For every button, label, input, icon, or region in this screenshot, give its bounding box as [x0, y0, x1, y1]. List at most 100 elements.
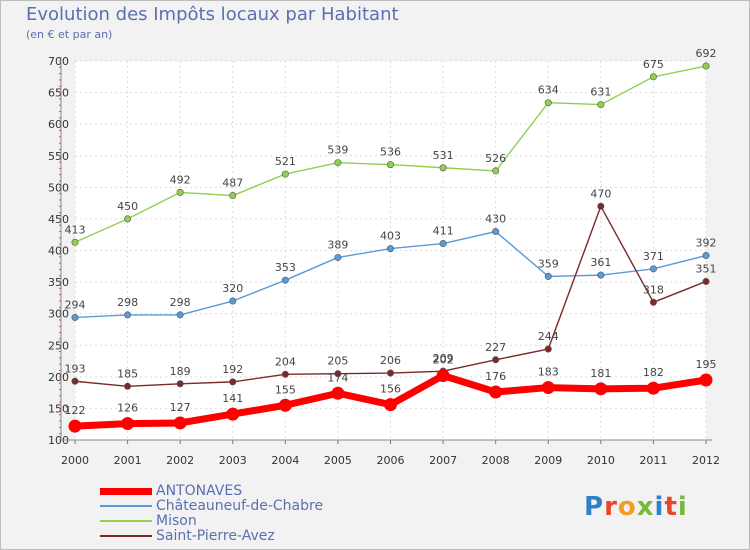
logo-letter: r [604, 492, 618, 522]
x-tick-label: 2011 [639, 454, 667, 467]
data-point [699, 373, 713, 387]
data-point [334, 253, 342, 261]
legend-swatch [100, 520, 152, 522]
data-point [71, 377, 79, 385]
legend-swatch [100, 535, 152, 537]
data-label: 389 [327, 238, 348, 251]
data-point [229, 297, 237, 305]
data-label: 536 [380, 146, 401, 159]
x-tick-label: 2000 [61, 454, 89, 467]
x-tick-label: 2012 [692, 454, 720, 467]
x-tick-label: 2010 [587, 454, 615, 467]
logo-letter: i [677, 492, 688, 522]
y-tick-label: 400 [48, 245, 69, 258]
data-label: 634 [538, 84, 559, 97]
x-tick-label: 2006 [377, 454, 405, 467]
data-point [68, 419, 82, 433]
data-label: 205 [327, 355, 348, 368]
logo-letter: o [617, 492, 637, 522]
data-point [649, 298, 657, 306]
y-tick-label: 700 [48, 55, 69, 68]
legend-swatch [100, 505, 152, 507]
data-label: 361 [590, 256, 611, 269]
data-point [226, 407, 240, 421]
data-point [121, 417, 135, 431]
data-point [281, 370, 289, 378]
data-label: 294 [65, 298, 86, 311]
data-label: 450 [117, 200, 138, 213]
data-point [597, 101, 605, 109]
y-tick-label: 300 [48, 308, 69, 321]
data-point [489, 385, 503, 399]
data-point [646, 381, 660, 395]
data-point [281, 170, 289, 178]
x-tick-label: 2008 [482, 454, 510, 467]
y-tick-label: 200 [48, 371, 69, 384]
chart-subtitle: (en € et par an) [26, 28, 113, 41]
data-label: 320 [222, 282, 243, 295]
data-label: 244 [538, 330, 559, 343]
data-label: 141 [222, 392, 243, 405]
data-label: 430 [485, 213, 506, 226]
data-label: 174 [327, 371, 348, 384]
data-label: 155 [275, 383, 296, 396]
data-point [278, 398, 292, 412]
data-point [492, 167, 500, 175]
legend-label: ANTONAVES [156, 483, 243, 499]
data-label: 193 [65, 362, 86, 375]
data-label: 539 [327, 144, 348, 157]
chart-title: Evolution des Impôts locaux par Habitant [26, 4, 399, 25]
data-label: 631 [590, 86, 611, 99]
line-chart: 100 150 200 250 300 350 400 450 500 550 600 650 700 2… [48, 47, 720, 467]
data-point [544, 99, 552, 107]
data-label: 526 [485, 152, 506, 165]
data-point [124, 215, 132, 223]
x-tick-label: 2004 [271, 454, 299, 467]
x-tick-label: 2007 [429, 454, 457, 467]
data-point [386, 245, 394, 253]
data-point [386, 161, 394, 169]
x-tick-label: 2003 [219, 454, 247, 467]
data-point [597, 202, 605, 210]
data-label: 353 [275, 261, 296, 274]
data-label: 359 [538, 257, 559, 270]
data-label: 127 [170, 401, 191, 414]
logo-letter: i [654, 492, 665, 522]
data-point [439, 240, 447, 248]
data-point [386, 369, 394, 377]
data-point [541, 381, 555, 395]
data-label: 206 [380, 354, 401, 367]
data-label: 209 [433, 352, 454, 365]
data-point [71, 313, 79, 321]
data-label: 692 [696, 47, 717, 60]
data-label: 189 [170, 365, 191, 378]
x-tick-label: 2009 [534, 454, 562, 467]
data-point [384, 398, 397, 412]
logo-letter: x [636, 492, 655, 522]
data-label: 227 [485, 341, 506, 354]
y-tick-label: 100 [48, 434, 69, 447]
y-tick-label: 550 [48, 150, 69, 163]
data-label: 181 [590, 367, 611, 380]
x-tick-label: 2005 [324, 454, 352, 467]
y-tick-label: 350 [48, 276, 69, 289]
data-label: 126 [117, 402, 138, 415]
y-tick-label: 450 [48, 213, 69, 226]
data-label: 183 [538, 366, 559, 379]
data-label: 411 [433, 225, 454, 238]
data-label: 156 [380, 383, 401, 396]
data-label: 470 [590, 187, 611, 200]
data-point [544, 345, 552, 353]
data-label: 176 [485, 370, 506, 383]
y-tick-label: 150 [48, 402, 69, 415]
data-point [594, 382, 608, 396]
data-point [597, 271, 605, 279]
data-point [439, 164, 447, 172]
data-label: 318 [643, 283, 664, 296]
data-point [176, 188, 184, 196]
data-point [436, 369, 450, 383]
data-label: 202 [433, 354, 454, 367]
data-label: 298 [117, 296, 138, 309]
data-label: 122 [65, 404, 86, 417]
legend-swatch [100, 488, 152, 495]
